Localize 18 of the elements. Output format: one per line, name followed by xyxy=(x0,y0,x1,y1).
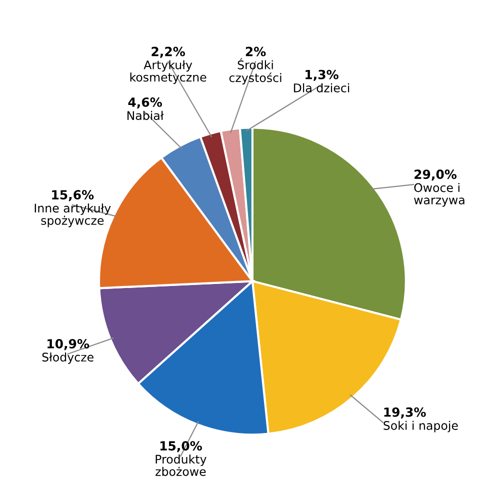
data-label: 19,3% xyxy=(384,407,426,418)
data-label: 2,2% xyxy=(152,46,185,58)
slice-label: Inne artykuły spożywcze xyxy=(34,203,111,228)
data-label: 4,6% xyxy=(128,97,162,108)
slice-label: Owoce i warzywa xyxy=(414,182,464,207)
slice-label: Soki i napoje xyxy=(384,420,458,432)
slice-label: Artykuły kosmetyczne xyxy=(130,60,206,84)
slice-label: Dla dzieci xyxy=(294,83,350,92)
data-label: 15,0% xyxy=(160,441,202,452)
data-label: 1,3% xyxy=(306,70,338,81)
slice-label: Nabiał xyxy=(127,110,164,120)
data-label: 2% xyxy=(246,46,266,56)
slice-label: Produkty zbożowe xyxy=(156,454,206,476)
data-label: 10,9% xyxy=(48,339,90,350)
slice-label: Słodycze xyxy=(42,352,94,364)
data-label: 29,0% xyxy=(414,170,457,181)
data-label: 15,6% xyxy=(52,190,94,202)
slice-label: Środki czystości xyxy=(229,58,282,84)
